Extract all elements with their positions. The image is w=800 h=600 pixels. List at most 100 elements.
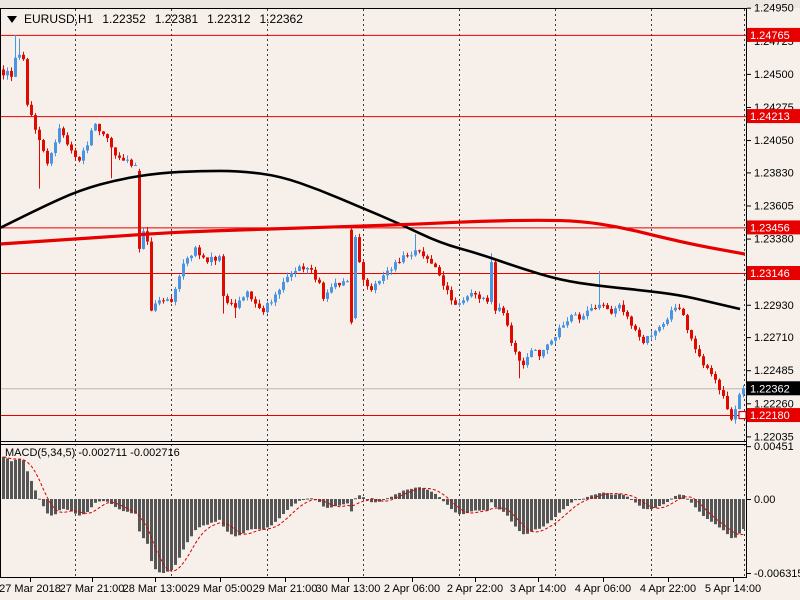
macd-bar <box>738 499 741 534</box>
macd-bar <box>78 499 81 516</box>
macd-bar <box>14 459 17 499</box>
candle-down <box>30 104 33 116</box>
ohlc-close: 1.22362 <box>259 12 303 26</box>
macd-bar <box>614 494 617 499</box>
candle-down <box>322 282 325 299</box>
candle-down <box>702 356 705 366</box>
candle-down <box>230 302 233 304</box>
macd-bar <box>274 499 277 522</box>
candle-down <box>110 138 113 148</box>
candle-up <box>158 300 161 304</box>
level-line-handle[interactable] <box>738 410 747 420</box>
macd-bar <box>142 499 145 539</box>
price-tick-label: 1.24950 <box>754 3 794 15</box>
macd-bar <box>506 499 509 516</box>
candle-up <box>462 300 465 304</box>
candle-down <box>678 307 681 309</box>
macd-bar <box>74 499 77 514</box>
price-tick-label: 1.22710 <box>754 332 794 344</box>
candle-up <box>178 276 181 289</box>
macd-bar <box>10 461 13 499</box>
macd-bar <box>586 496 589 499</box>
candle-up <box>666 319 669 325</box>
macd-bar <box>242 499 245 534</box>
candle-down <box>310 267 313 270</box>
candle-down <box>706 365 709 369</box>
macd-bar <box>138 499 141 532</box>
candle-up <box>650 335 653 337</box>
candle-down <box>578 314 581 320</box>
candle-down <box>162 300 165 302</box>
time-tick-label: 29 Mar 21:00 <box>253 583 318 595</box>
candle-down <box>694 338 697 350</box>
level-price-tag-bg <box>747 27 800 42</box>
macd-bar <box>734 499 737 538</box>
level-price-tag <box>747 220 800 235</box>
macd-bar <box>538 499 541 529</box>
price-tick-label: 1.24500 <box>754 69 794 81</box>
macd-bar <box>366 499 369 500</box>
candle-up <box>470 293 473 297</box>
candle-down <box>478 294 481 299</box>
macd-bar <box>90 499 93 508</box>
candle-up <box>586 310 589 317</box>
candle-up <box>390 269 393 271</box>
candle-up <box>278 289 281 295</box>
candle-up <box>298 266 301 271</box>
macd-bar <box>574 499 577 501</box>
time-tick-label: 27 Mar 21:00 <box>60 583 125 595</box>
candle-up <box>574 314 577 316</box>
moving-average-red <box>0 218 746 256</box>
macd-bar <box>126 499 129 512</box>
candle-down <box>726 395 729 410</box>
macd-bar <box>654 499 657 508</box>
price-tick-label: 1.22260 <box>754 398 794 410</box>
candle-down <box>638 329 641 337</box>
candle-up <box>566 321 569 326</box>
candle-down <box>502 307 505 314</box>
macd-bar <box>238 499 241 536</box>
time-axis <box>30 578 734 582</box>
macd-bar <box>410 488 413 499</box>
dropdown-triangle-icon[interactable] <box>7 16 17 24</box>
candle-down <box>226 295 229 303</box>
macd-bar <box>226 499 229 532</box>
candle-up <box>82 150 85 161</box>
macd-indicator-label: MACD(5,34,5) -0.002711 -0.002716 <box>5 447 180 459</box>
candle-down <box>698 349 701 357</box>
candle-up <box>670 310 673 320</box>
macd-bar <box>118 499 121 510</box>
macd-bar <box>662 499 665 505</box>
macd-bar <box>650 499 653 510</box>
candle-up <box>526 356 529 366</box>
macd-bar <box>318 499 321 503</box>
macd-bar <box>354 498 357 500</box>
macd-bar <box>718 499 721 528</box>
macd-bar <box>306 498 309 500</box>
macd-bar <box>634 499 637 503</box>
level-price-tag-text: 1.22180 <box>750 410 790 422</box>
macd-bar <box>190 499 193 537</box>
ohlc-high: 1.22381 <box>154 12 199 26</box>
candle-up <box>94 123 97 131</box>
macd-tick-label: 0.00 <box>754 494 775 506</box>
candle-up <box>530 350 533 357</box>
macd-bar <box>362 497 365 499</box>
candle-down <box>710 368 713 375</box>
macd-bar <box>22 460 25 499</box>
candle-down <box>350 229 353 323</box>
macd-bar <box>346 499 349 504</box>
macd-bar <box>258 499 261 530</box>
macd-bar <box>54 499 57 515</box>
candle-down <box>506 313 509 326</box>
candle-down <box>450 290 453 301</box>
macd-bar <box>382 499 385 501</box>
candle-down <box>422 251 425 257</box>
candle-down <box>362 262 365 280</box>
candle-up <box>238 300 241 308</box>
macd-bar <box>426 489 429 499</box>
candle-up <box>558 327 561 338</box>
macd-bar <box>446 499 449 505</box>
macd-bar <box>122 499 125 512</box>
